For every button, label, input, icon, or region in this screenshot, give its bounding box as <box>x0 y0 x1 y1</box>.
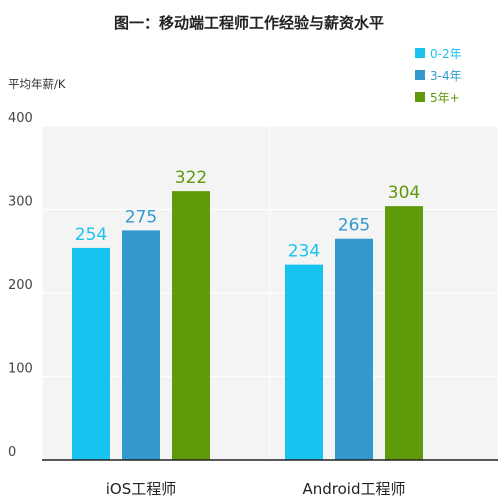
data-label-1-1: 265 <box>338 216 370 236</box>
y-axis-label: 平均年薪/K <box>8 77 66 91</box>
grid-lines <box>41 125 498 460</box>
data-label-0-1: 275 <box>125 207 157 227</box>
category-label-0: iOS工程师 <box>106 480 177 498</box>
y-tick-label-0: 0 <box>8 445 16 460</box>
y-tick-label-4: 400 <box>8 111 33 126</box>
y-tick-labels: 0 100 200 300 400 <box>8 111 33 460</box>
bar-1-1 <box>335 238 373 460</box>
legend-label-2: 5年+ <box>430 91 460 105</box>
legend-swatch-0 <box>415 48 425 58</box>
legend-label-1: 3-4年 <box>430 69 462 83</box>
bars <box>72 191 423 460</box>
bar-0-0 <box>72 247 110 460</box>
bar-1-2 <box>385 206 423 460</box>
legend-swatch-2 <box>415 92 425 102</box>
data-label-1-0: 234 <box>288 242 320 262</box>
category-label-1: Android工程师 <box>303 480 406 498</box>
bar-1-0 <box>285 264 323 460</box>
category-labels: iOS工程师 Android工程师 <box>106 480 406 498</box>
bar-0-2 <box>172 191 210 460</box>
data-labels: 254 275 322 234 265 304 <box>75 168 420 261</box>
y-tick-label-2: 200 <box>8 278 33 293</box>
bar-0-1 <box>122 230 160 460</box>
data-label-0-0: 254 <box>75 225 107 245</box>
y-tick-label-1: 100 <box>8 362 33 377</box>
data-label-0-2: 322 <box>175 168 207 188</box>
legend-swatch-1 <box>415 70 425 80</box>
data-label-1-2: 304 <box>388 183 420 203</box>
chart-title: 图一：移动端工程师工作经验与薪资水平 <box>114 14 384 32</box>
legend: 0-2年 3-4年 5年+ <box>415 47 462 105</box>
legend-label-0: 0-2年 <box>430 47 462 61</box>
y-tick-label-3: 300 <box>8 195 33 210</box>
